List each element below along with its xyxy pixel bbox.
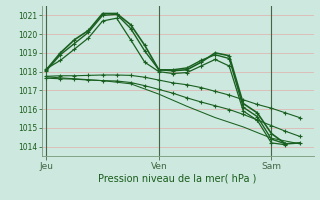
X-axis label: Pression niveau de la mer( hPa ): Pression niveau de la mer( hPa ) bbox=[99, 173, 257, 183]
